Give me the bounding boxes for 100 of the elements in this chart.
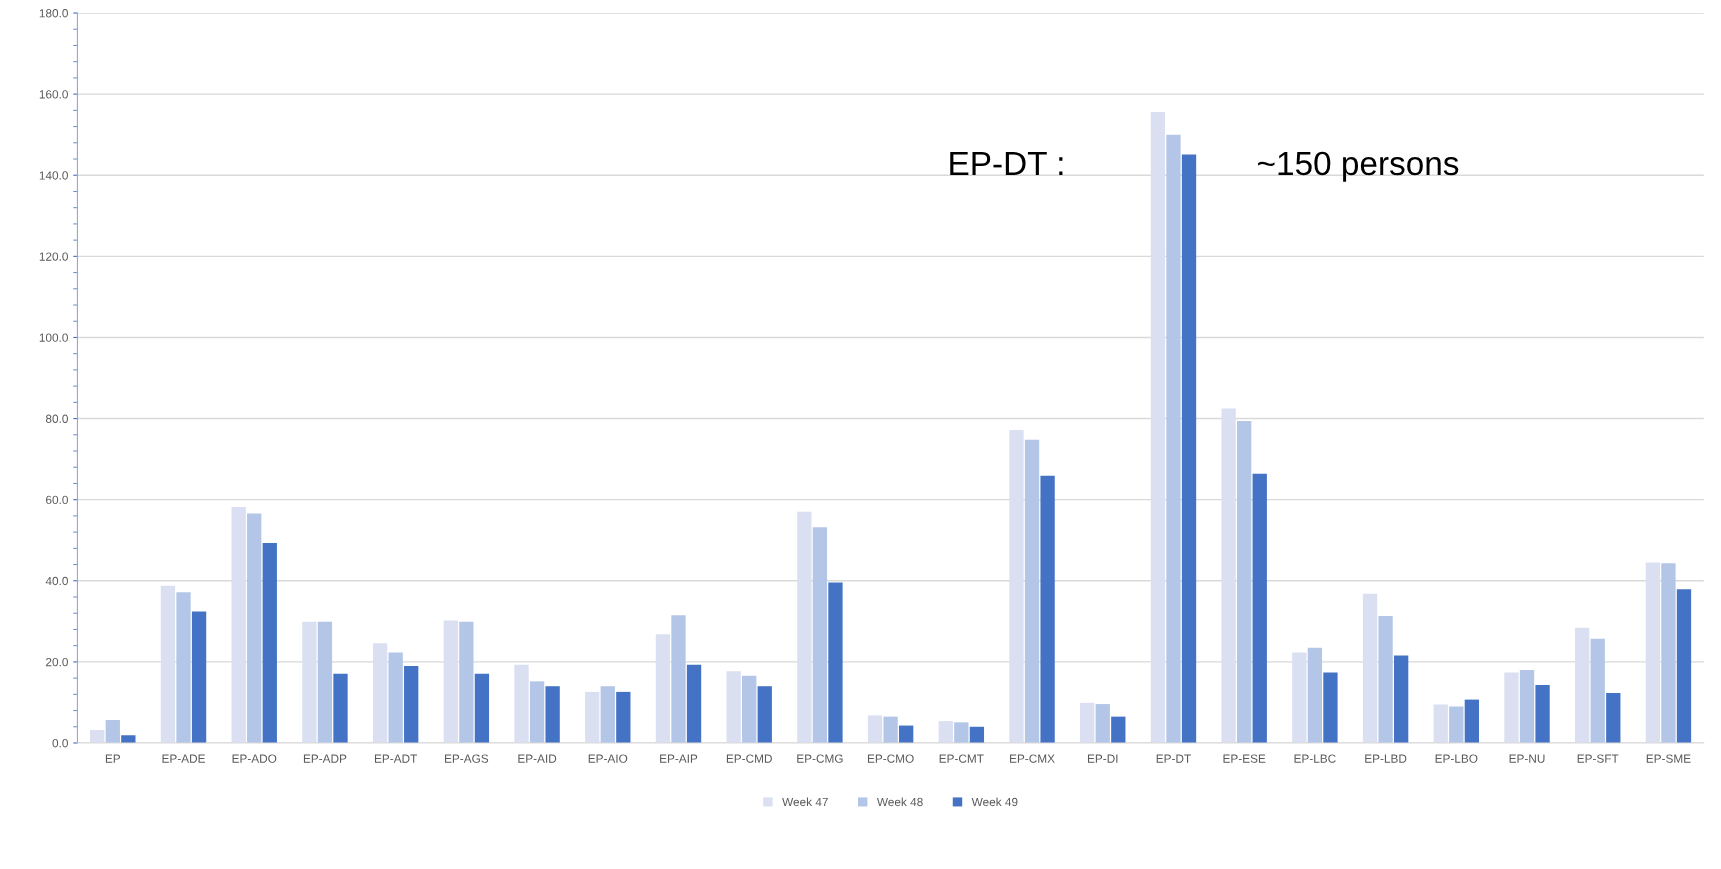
- bar: [938, 721, 953, 743]
- bar: [231, 506, 246, 743]
- x-tick-label: EP-ESE: [1223, 754, 1266, 763]
- bar: [867, 715, 883, 743]
- bar: [828, 582, 843, 743]
- y-tick-label: 60.0: [46, 495, 68, 505]
- bar: [1393, 655, 1409, 743]
- bar: [1535, 685, 1550, 743]
- legend-label: Week 49: [971, 797, 1018, 807]
- annotation: ~150 persons: [1258, 151, 1459, 182]
- bar: [1237, 421, 1252, 743]
- bar: [404, 665, 419, 743]
- bar: [459, 621, 474, 743]
- y-tick-label: 160.0: [39, 90, 68, 99]
- x-tick-label: EP-AID: [518, 754, 557, 763]
- bar: [1080, 702, 1095, 743]
- bar: [1362, 593, 1378, 743]
- bar: [1292, 652, 1307, 743]
- x-tick-label: EP-LBC: [1294, 754, 1336, 763]
- bar: [90, 730, 105, 743]
- bar: [262, 543, 277, 743]
- x-tick-label: EP-AIP: [660, 754, 698, 763]
- bar: [1095, 704, 1110, 743]
- bar: [1024, 439, 1040, 743]
- bar: [1166, 134, 1181, 743]
- y-tick-label: 20.0: [46, 657, 68, 667]
- y-tick-label: 140.0: [39, 171, 68, 180]
- y-tick-label: 180.0: [39, 9, 68, 18]
- x-tick-label: EP-DT: [1156, 754, 1191, 763]
- x-tick-label: EP-SFT: [1577, 754, 1619, 763]
- bar: [1111, 716, 1126, 743]
- bar: [1181, 154, 1197, 743]
- bar: [545, 686, 560, 743]
- bar: [585, 691, 600, 743]
- bar: [954, 722, 969, 743]
- x-tick-label: EP-CMT: [939, 754, 984, 763]
- bar: [105, 719, 120, 743]
- bar: [1661, 563, 1676, 743]
- bar: [1575, 627, 1590, 743]
- bar: [160, 585, 176, 743]
- bar: [1323, 672, 1338, 743]
- bar: [529, 681, 545, 743]
- x-tick-label: EP-AGS: [445, 754, 489, 763]
- y-tick-label: 80.0: [45, 414, 68, 423]
- x-tick-label: EP-NU: [1509, 754, 1545, 763]
- bar: [176, 592, 191, 743]
- x-tick-label: EP: [105, 754, 121, 763]
- bar: [1221, 408, 1236, 743]
- bar: [655, 634, 671, 743]
- x-tick-label: EP-CMX: [1010, 754, 1055, 763]
- bar: [1040, 475, 1055, 743]
- x-tick-label: EP-SME: [1646, 754, 1691, 763]
- x-tick-label: EP-CMG: [797, 754, 843, 763]
- y-tick-label: 100.0: [39, 333, 68, 342]
- x-tick-label: EP-LBO: [1435, 754, 1478, 763]
- bar: [1464, 699, 1480, 743]
- bar: [1606, 693, 1621, 743]
- bar: [616, 691, 631, 743]
- bar: [1009, 429, 1024, 743]
- bar: [247, 513, 262, 743]
- bar: [742, 675, 757, 743]
- legend-label: Week 48: [876, 797, 923, 807]
- x-tick-label: EP-ADT: [374, 754, 418, 763]
- bar: [302, 621, 317, 743]
- bar: [388, 652, 403, 743]
- x-tick-label: EP-DI: [1087, 754, 1118, 763]
- bar: [333, 673, 348, 743]
- bar: [1676, 589, 1692, 743]
- bar: [899, 725, 914, 743]
- bar: [969, 726, 985, 743]
- legend-label: Week 47: [782, 797, 828, 807]
- bar: [474, 673, 490, 743]
- bar: [797, 511, 812, 743]
- bar: [121, 735, 136, 743]
- bar: [1252, 473, 1267, 743]
- bar: [1307, 647, 1323, 743]
- bar: [1519, 670, 1535, 743]
- annotation: EP-DT :: [950, 152, 1063, 175]
- bar: [726, 671, 741, 743]
- x-tick-label: EP-AIO: [588, 754, 628, 763]
- y-tick-label: 0.0: [52, 739, 68, 748]
- bar: [317, 621, 333, 743]
- bar: [1378, 616, 1393, 743]
- bar: [443, 620, 458, 743]
- bar: [514, 664, 529, 743]
- bar: [686, 664, 702, 743]
- bar: [191, 611, 207, 743]
- bar: [883, 716, 898, 743]
- bar: [600, 686, 615, 743]
- x-tick-label: EP-LBD: [1365, 754, 1407, 763]
- y-tick-label: 40.0: [45, 576, 68, 586]
- bar: [671, 615, 686, 743]
- x-tick-label: EP-CMO: [867, 754, 914, 763]
- x-tick-label: EP-ADP: [303, 754, 347, 763]
- bar: [1449, 706, 1464, 743]
- bar: [1645, 562, 1661, 743]
- x-tick-label: EP-ADE: [162, 754, 205, 763]
- bar: [757, 686, 772, 743]
- bar: [1150, 111, 1166, 743]
- x-tick-label: EP-CMD: [726, 754, 772, 763]
